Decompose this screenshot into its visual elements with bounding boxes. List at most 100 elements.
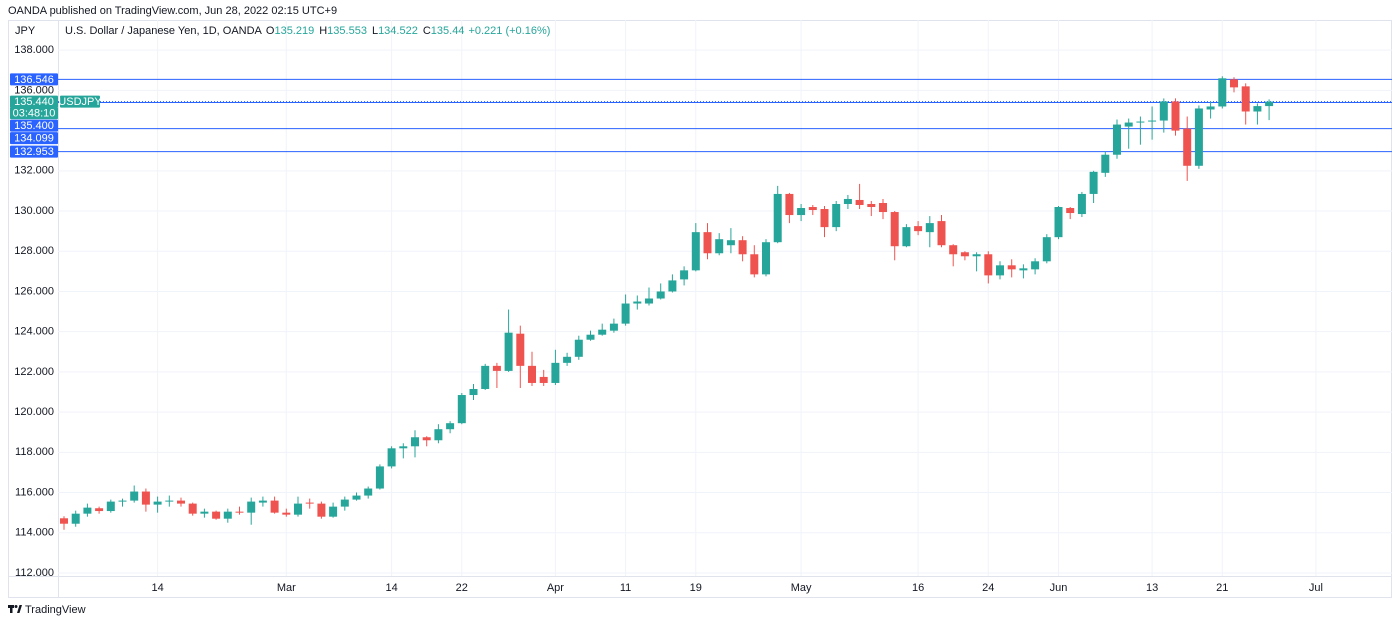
x-tick-label: 14 xyxy=(385,582,397,594)
ohlc-letter: O xyxy=(266,25,275,37)
x-tick-label: 22 xyxy=(456,582,468,594)
candle-body xyxy=(504,332,513,371)
y-tick-label: 138.000 xyxy=(14,44,54,56)
x-tick-label: Mar xyxy=(277,582,296,594)
y-tick-label: 118.000 xyxy=(15,446,54,458)
candle-body xyxy=(621,303,630,324)
candle-body xyxy=(106,501,115,512)
candle-body xyxy=(446,423,455,430)
chart-frame xyxy=(8,20,1392,598)
candle-body xyxy=(1148,120,1157,122)
candle-body xyxy=(843,198,852,204)
y-tick-label: 112.000 xyxy=(15,567,54,579)
candle-body xyxy=(820,209,829,228)
price-line-label: 136.546 xyxy=(14,74,54,86)
candle-body xyxy=(200,511,209,514)
x-tick-label: Apr xyxy=(547,582,564,594)
candle-body xyxy=(247,501,256,513)
candle-body xyxy=(773,193,782,243)
candle-body xyxy=(83,507,92,514)
price-line-label: 132.953 xyxy=(14,146,54,158)
candle-body xyxy=(680,270,689,280)
candle-body xyxy=(270,500,279,513)
candle-body xyxy=(879,202,887,213)
candle-body xyxy=(808,207,817,211)
candle-body xyxy=(1171,101,1180,131)
y-tick-label: 126.000 xyxy=(14,285,54,297)
symbol-label: USDJPY xyxy=(58,96,102,108)
candle-body xyxy=(960,252,969,257)
candle-body xyxy=(399,446,408,449)
x-tick-label: Jul xyxy=(1309,582,1323,594)
candle-body xyxy=(914,226,923,232)
candle-body xyxy=(118,500,127,502)
candle-body xyxy=(1077,193,1086,215)
candle-body xyxy=(469,388,478,396)
candle-body xyxy=(1159,101,1168,121)
candle-body xyxy=(165,500,174,502)
change: +0.221 (+0.16%) xyxy=(468,25,550,37)
candle-body xyxy=(1007,265,1016,270)
candle-body xyxy=(925,223,934,233)
candle-body xyxy=(294,503,302,515)
candle-body xyxy=(457,395,466,424)
candle-body xyxy=(1183,128,1192,166)
y-tick-label: 124.000 xyxy=(14,326,54,338)
candle-body xyxy=(1230,79,1238,88)
candle-body xyxy=(539,376,548,383)
candle-body xyxy=(153,501,162,505)
candle-body xyxy=(574,339,583,357)
price-line-label: 135.400 xyxy=(14,120,54,132)
candle-body xyxy=(937,221,946,246)
x-tick-label: 21 xyxy=(1216,582,1228,594)
y-tick-label: 114.000 xyxy=(15,527,54,539)
y-tick-label: 122.000 xyxy=(14,366,54,378)
countdown-label: 03:48:10 xyxy=(13,108,56,120)
candle-body xyxy=(340,499,349,507)
candle-body xyxy=(855,199,864,205)
y-tick-label: 136.000 xyxy=(14,84,54,96)
candle-body xyxy=(305,502,314,504)
candle-body xyxy=(1253,106,1262,112)
brand: TradingView xyxy=(25,604,86,616)
candle-body xyxy=(258,500,267,503)
candle-body xyxy=(586,334,595,340)
y-tick-label: 132.000 xyxy=(14,165,54,177)
ohlc-value: 134.522 xyxy=(378,25,418,37)
candle-body xyxy=(656,291,665,299)
ohlc-letter: H xyxy=(319,25,327,37)
ohlc-value: 135.219 xyxy=(274,25,314,37)
candle-body xyxy=(492,365,501,371)
grid xyxy=(58,20,1392,576)
candle-body xyxy=(1124,122,1133,127)
candle-body xyxy=(633,301,642,304)
candle-body xyxy=(434,429,443,441)
candle-body xyxy=(364,488,373,496)
x-tick-label: 14 xyxy=(151,582,163,594)
candle-body xyxy=(1019,268,1028,271)
x-tick-label: 13 xyxy=(1146,582,1158,594)
candle-body xyxy=(902,227,911,247)
candle-body xyxy=(528,365,536,383)
candle-body xyxy=(797,208,806,216)
x-tick-label: 16 xyxy=(912,582,924,594)
candle-body xyxy=(329,506,338,517)
brand-logo xyxy=(8,605,22,613)
candle-body xyxy=(715,239,724,254)
y-tick-label: 128.000 xyxy=(14,245,54,257)
ohlc-letter: C xyxy=(423,25,431,37)
candle-body xyxy=(832,203,841,228)
price-line-label-box xyxy=(10,119,58,132)
candle-body xyxy=(972,254,981,257)
candle-body xyxy=(212,511,221,519)
candle-body xyxy=(422,437,431,441)
candle-body xyxy=(668,280,677,292)
price-lines xyxy=(58,78,1392,153)
candle-body xyxy=(188,503,197,514)
y-tick-label: 120.000 xyxy=(14,406,54,418)
y-tick-label: 130.000 xyxy=(14,205,54,217)
candles xyxy=(60,76,1274,530)
y-tick-label: 116.000 xyxy=(15,486,54,498)
candle-body xyxy=(645,298,653,304)
